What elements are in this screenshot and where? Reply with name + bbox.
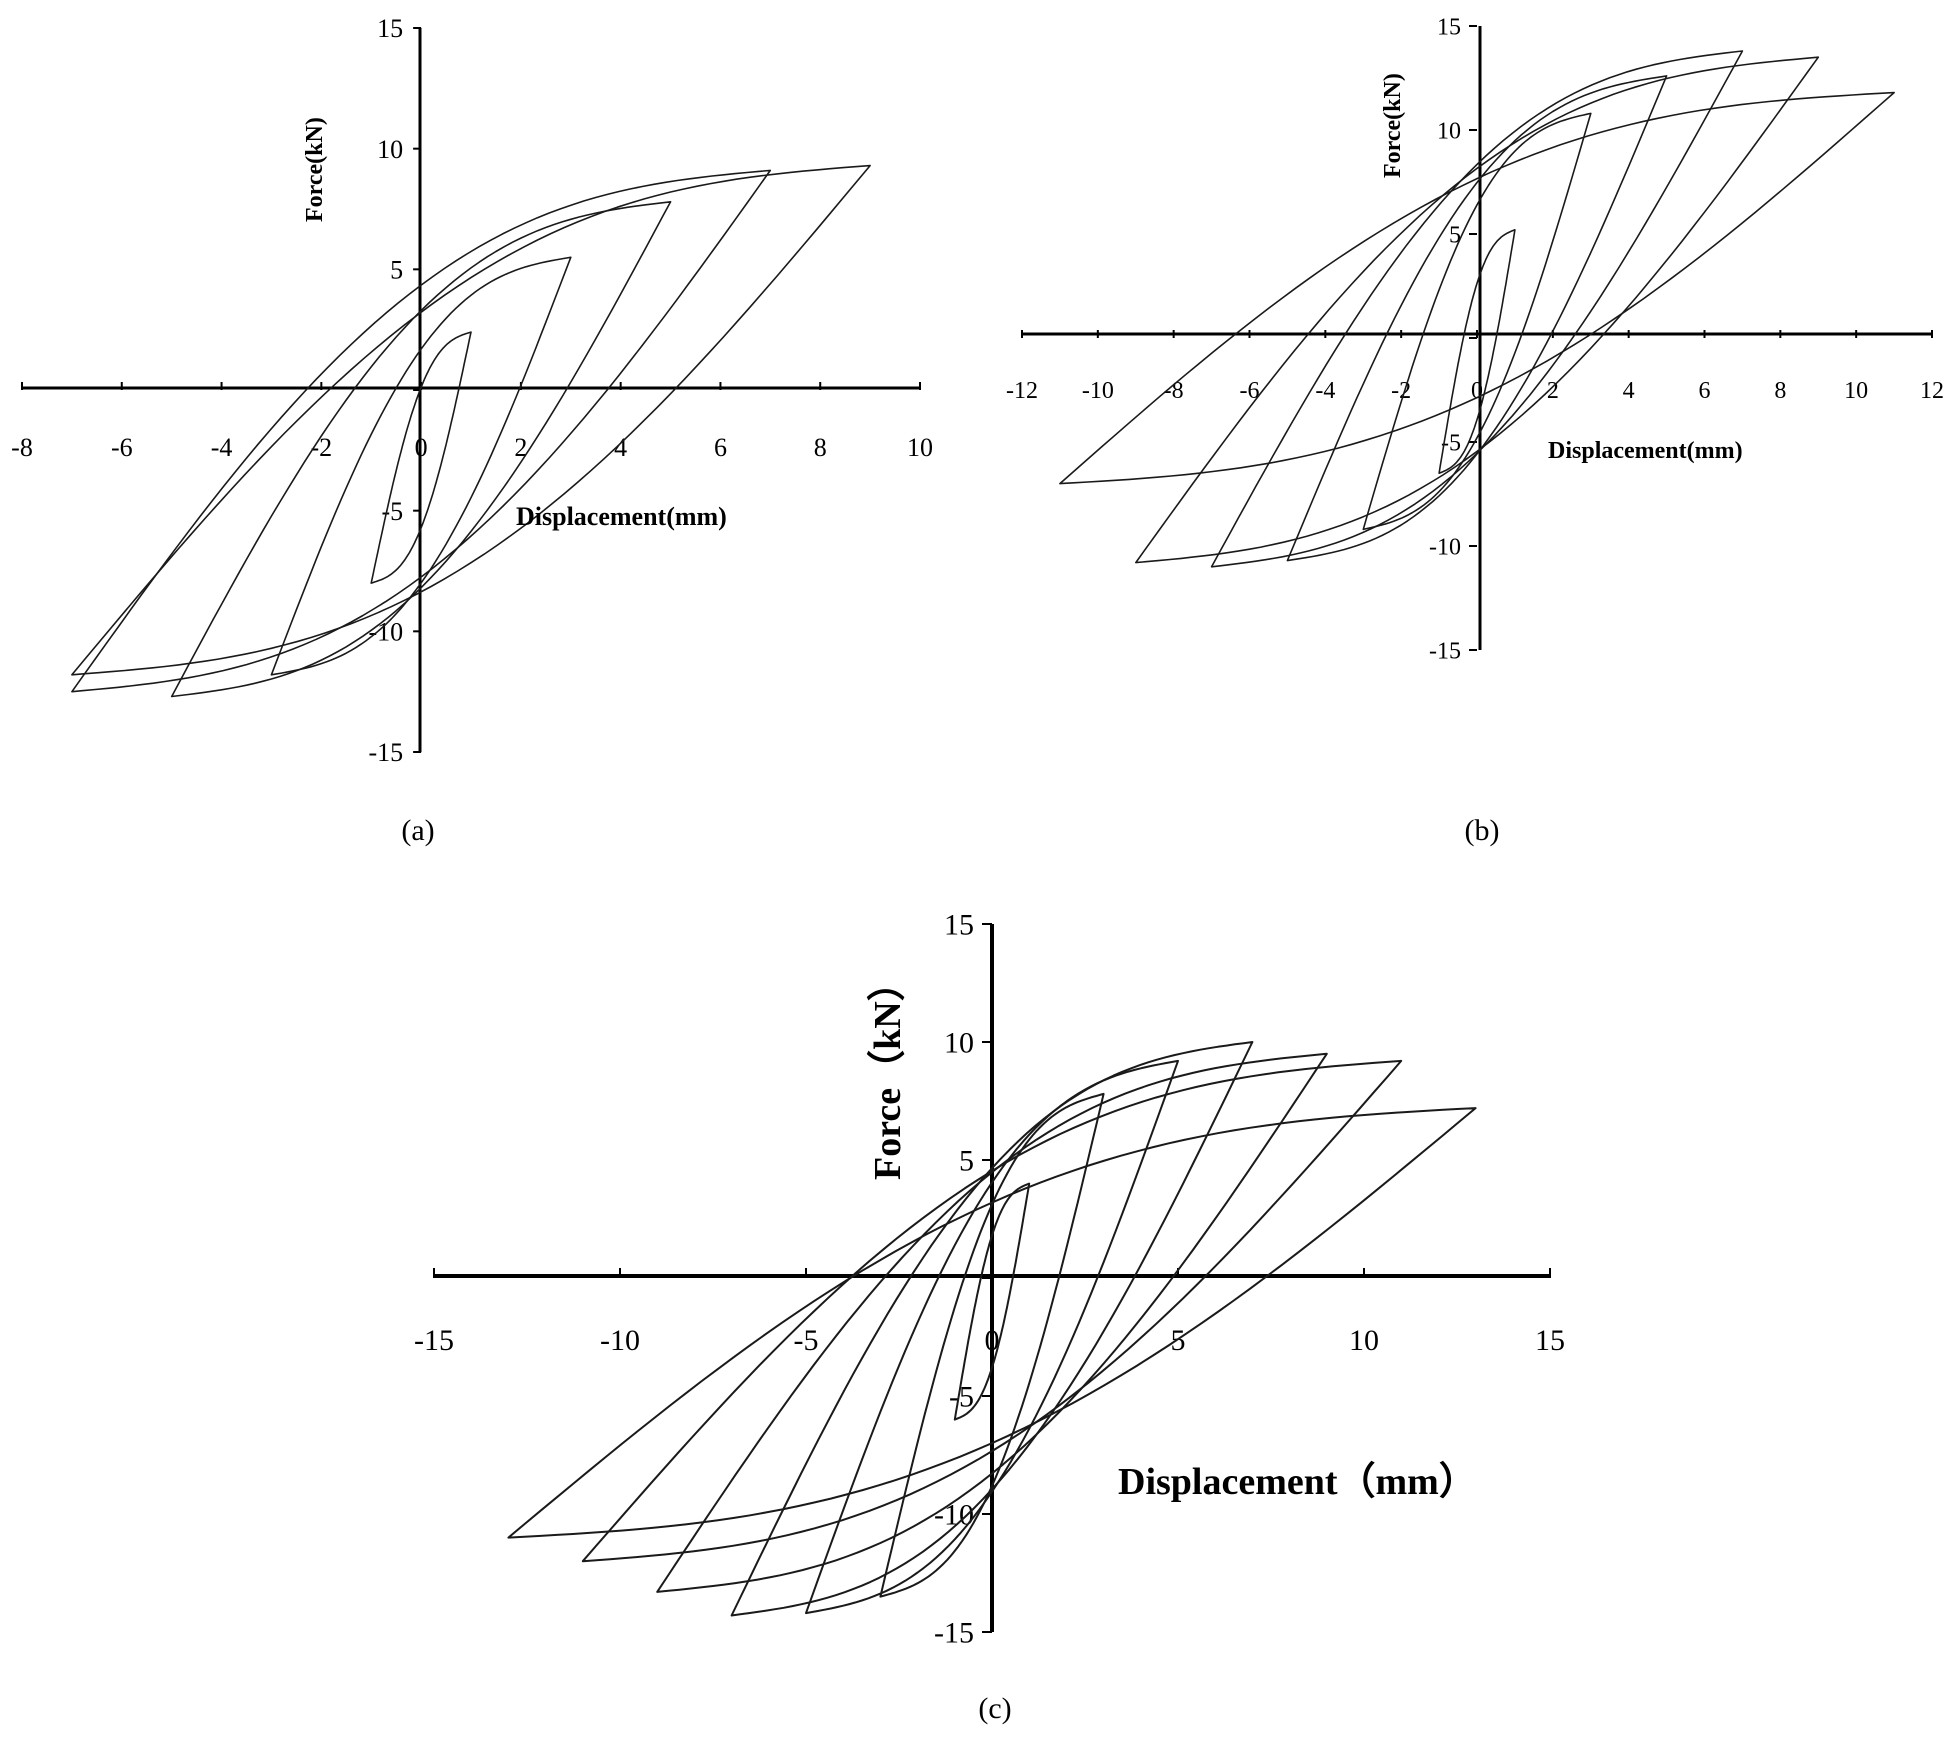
x-tick-label: -2 (310, 433, 332, 462)
hysteresis-loop (370, 331, 472, 584)
x-tick-label: 4 (1623, 378, 1635, 404)
hysteresis-loop (1059, 91, 1895, 485)
x-tick-label: 8 (1774, 378, 1786, 404)
y-tick-label: -15 (368, 738, 403, 767)
x-tick-label: 10 (1844, 378, 1868, 404)
tick-marks (433, 923, 1551, 1633)
x-tick-label: -6 (1240, 378, 1260, 404)
tick-marks (21, 27, 921, 753)
y-tick-label: -5 (1441, 430, 1461, 456)
y-tick-label: 10 (377, 135, 403, 164)
hysteresis-loop (1135, 56, 1820, 564)
y-axis-label: Force(kN) (1380, 73, 1406, 178)
hysteresis-loop (953, 1182, 1031, 1421)
x-axis-label: Displacement（mm） (1118, 1461, 1477, 1503)
x-tick-label: -10 (1082, 378, 1114, 404)
x-tick-label: 0 (985, 1324, 1000, 1357)
hysteresis-loop (71, 164, 871, 676)
hysteresis-loop (1362, 112, 1592, 531)
y-tick-label: 5 (959, 1145, 974, 1178)
hysteresis-loop (1286, 75, 1668, 562)
x-tick-label: 15 (1535, 1324, 1565, 1357)
hysteresis-loop (170, 201, 672, 698)
y-tick-label: -10 (368, 617, 403, 646)
x-tick-label: -5 (794, 1324, 819, 1357)
y-tick-label: -15 (1429, 638, 1461, 664)
x-tick-label: -8 (1164, 378, 1184, 404)
x-tick-label: 5 (1171, 1324, 1186, 1357)
hysteresis-loop (730, 1041, 1254, 1617)
x-tick-label: 10 (1349, 1324, 1379, 1357)
y-tick-label: 10 (1437, 118, 1461, 144)
x-tick-label: 2 (514, 433, 527, 462)
hysteresis-loop (71, 169, 772, 693)
y-tick-label: 15 (377, 14, 403, 43)
y-tick-label: -5 (949, 1381, 974, 1414)
y-tick-label: 15 (944, 909, 974, 942)
x-tick-label: -4 (1315, 378, 1335, 404)
y-tick-label: 15 (1437, 14, 1461, 40)
x-tick-label: 0 (415, 433, 428, 462)
y-tick-label: 5 (1449, 222, 1461, 248)
y-tick-label: -5 (381, 497, 403, 526)
panel-caption: (c) (978, 1692, 1011, 1725)
panel-caption: (b) (1465, 814, 1500, 847)
hysteresis-curves (1059, 50, 1895, 568)
x-tick-label: 8 (814, 433, 827, 462)
x-tick-label: 10 (907, 433, 933, 462)
y-tick-label: -15 (934, 1617, 974, 1650)
hysteresis-loop (805, 1059, 1179, 1615)
x-tick-label: 0 (1471, 378, 1483, 404)
y-tick-label: 10 (944, 1027, 974, 1060)
hysteresis-loop (581, 1059, 1403, 1563)
x-tick-label: 6 (1699, 378, 1711, 404)
x-tick-label: 6 (714, 433, 727, 462)
x-tick-label: -15 (414, 1324, 454, 1357)
y-tick-label: -10 (1429, 534, 1461, 560)
x-tick-label: -10 (600, 1324, 640, 1357)
hysteresis-loop (1438, 229, 1516, 475)
tick-marks (1021, 25, 1933, 651)
x-tick-label: -12 (1006, 378, 1038, 404)
hysteresis-loop (656, 1052, 1328, 1593)
hysteresis-curves (507, 1041, 1477, 1617)
hysteresis-loop (270, 256, 572, 676)
x-tick-label: 12 (1920, 378, 1944, 404)
hysteresis-loop (879, 1092, 1105, 1598)
x-axis-label: Displacement(mm) (516, 502, 727, 531)
hysteresis-loop (1210, 50, 1744, 568)
panel-caption: (a) (401, 814, 434, 847)
y-tick-label: 5 (390, 255, 403, 284)
x-tick-label: -6 (111, 433, 133, 462)
x-tick-label: -4 (211, 433, 233, 462)
y-axis-label: Force(kN) (302, 117, 328, 222)
hysteresis-loop (507, 1107, 1477, 1539)
hysteresis-curves (71, 164, 871, 698)
y-axis-label: Force（kN） (867, 963, 909, 1180)
x-axis-label: Displacement(mm) (1548, 438, 1743, 464)
x-tick-label: -8 (11, 433, 33, 462)
